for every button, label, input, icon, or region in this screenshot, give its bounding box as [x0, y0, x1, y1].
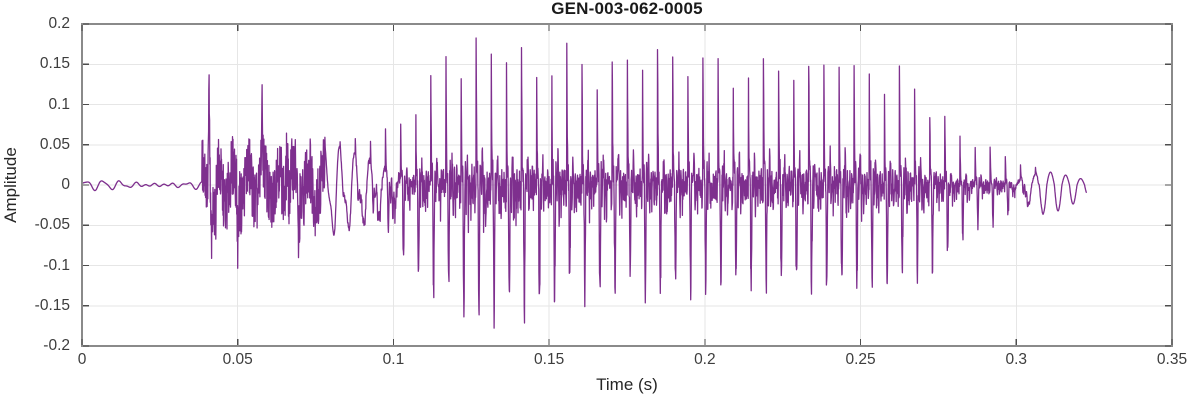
x-tick-label: 0: [77, 351, 87, 368]
y-tick-label: 0.05: [39, 135, 70, 153]
axes-box: [81, 23, 1173, 347]
x-tick-label: 0.1: [382, 351, 405, 368]
y-tick-label: -0.05: [34, 216, 70, 234]
y-tick-label: 0.15: [39, 55, 70, 73]
y-tick-label: 0.2: [48, 15, 70, 32]
x-tick-label: 0.35: [1156, 351, 1188, 368]
x-tick-label: 0.3: [1005, 351, 1028, 368]
y-tick-label: -0.1: [43, 256, 70, 274]
y-tick-label: 0: [61, 176, 70, 193]
x-axis-label: Time (s): [596, 375, 658, 394]
y-tick-label: -0.15: [34, 296, 70, 314]
waveform-trace: [81, 37, 1087, 329]
x-tick-label: 0.2: [694, 351, 716, 368]
x-tick-label: 0.15: [534, 351, 565, 368]
y-tick-label: 0.1: [48, 95, 70, 113]
x-tick-label: 0.25: [845, 351, 876, 368]
x-tick-label: 0.05: [222, 351, 253, 368]
y-tick-label: -0.2: [43, 337, 70, 354]
chart-title: GEN-003-062-0005: [551, 0, 703, 18]
